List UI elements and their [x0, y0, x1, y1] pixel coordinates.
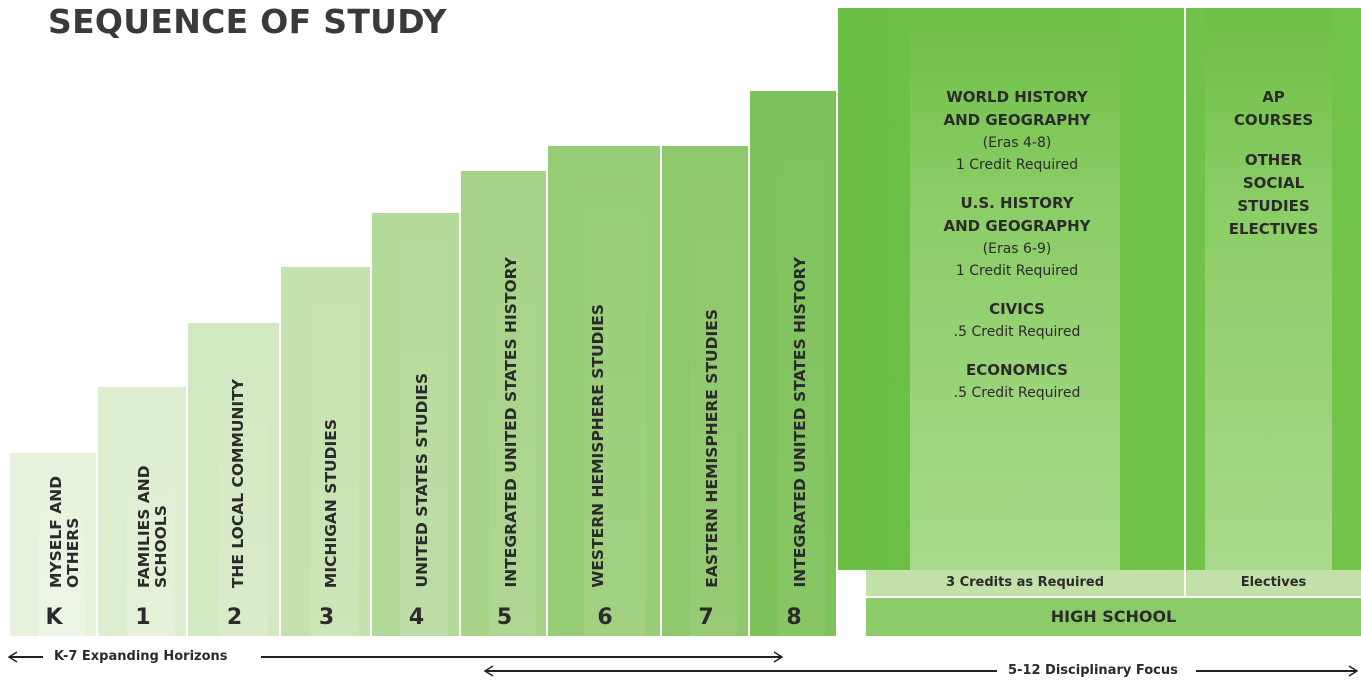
- expanding-horizons-arrow: K-7 Expanding Horizons: [8, 647, 783, 667]
- step-highlight: [218, 323, 268, 636]
- grade-step: [662, 145, 750, 636]
- step-highlight: [127, 387, 175, 636]
- grade-course-label: FAMILIES AND SCHOOLS: [135, 465, 170, 588]
- grade-number: 1: [135, 605, 151, 630]
- course-eras: (Eras 4-8): [982, 135, 1052, 151]
- electives-text: AP COURSES OTHER SOCIAL STUDIES ELECTIVE…: [1186, 86, 1361, 241]
- grade-course-label: EASTERN HEMISPHERE STUDIES: [703, 309, 721, 588]
- high-school-block: WORLD HISTORY AND GEOGRAPHY (Eras 4-8) 1…: [838, 8, 1361, 636]
- grade-course-label: WESTERN HEMISPHERE STUDIES: [589, 304, 607, 588]
- step-highlight: [489, 171, 536, 636]
- course-us-history: U.S. HISTORY AND GEOGRAPHY (Eras 6-9) 1 …: [858, 192, 1176, 282]
- course-title: AND GEOGRAPHY: [943, 111, 1091, 129]
- arrow-line: [1196, 670, 1356, 672]
- arrow-right-head: [773, 651, 783, 663]
- course-credit: .5 Credit Required: [953, 385, 1081, 401]
- grade-step: [372, 212, 461, 636]
- course-credit: .5 Credit Required: [953, 324, 1081, 340]
- step-highlight: [310, 267, 359, 636]
- step-highlight: [690, 146, 737, 636]
- grade-step: [281, 266, 372, 636]
- step-highlight: [400, 213, 448, 636]
- course-eras: (Eras 6-9): [982, 241, 1052, 257]
- arrow-right-head: [1348, 665, 1358, 677]
- grade-number: 8: [786, 605, 802, 630]
- course-title: AND GEOGRAPHY: [943, 217, 1091, 235]
- course-title: ECONOMICS: [966, 361, 1068, 379]
- step-highlight: [584, 146, 646, 636]
- grade-course-label: UNITED STATES STUDIES: [413, 373, 431, 588]
- grade-step: [10, 452, 98, 636]
- high-school-bar: HIGH SCHOOL: [866, 598, 1361, 636]
- arrow-label: K-7 Expanding Horizons: [54, 649, 228, 664]
- page-title: SEQUENCE OF STUDY: [48, 2, 447, 41]
- ap-courses-label: AP: [1262, 88, 1285, 106]
- hs-required-panel: [910, 8, 1120, 570]
- grade-step: [461, 170, 548, 636]
- course-economics: ECONOMICS .5 Credit Required: [858, 359, 1176, 404]
- course-credit: 1 Credit Required: [955, 157, 1079, 173]
- grade-number: 5: [496, 605, 513, 630]
- ap-courses-label: COURSES: [1233, 111, 1314, 129]
- disciplinary-focus-arrow: 5-12 Disciplinary Focus: [484, 661, 1358, 681]
- other-electives-label: ELECTIVES: [1228, 220, 1319, 238]
- grade-number: 3: [318, 605, 335, 630]
- grade-course-label: INTEGRATED UNITED STATES HISTORY: [502, 257, 520, 588]
- other-electives-label: SOCIAL: [1242, 174, 1305, 192]
- other-electives-label: STUDIES: [1237, 197, 1310, 215]
- arrow-label: 5-12 Disciplinary Focus: [1008, 663, 1178, 678]
- arrow-line: [9, 656, 43, 658]
- grade-course-label: THE LOCAL COMMUNITY: [229, 378, 247, 588]
- grade-step: [750, 90, 838, 636]
- course-title: U.S. HISTORY: [960, 194, 1074, 212]
- required-footer: 3 Credits as Required: [866, 570, 1184, 596]
- course-world-history: WORLD HISTORY AND GEOGRAPHY (Eras 4-8) 1…: [858, 86, 1176, 176]
- grade-course-label: MICHIGAN STUDIES: [322, 418, 340, 588]
- required-courses-text: WORLD HISTORY AND GEOGRAPHY (Eras 4-8) 1…: [858, 86, 1176, 404]
- course-civics: CIVICS .5 Credit Required: [858, 298, 1176, 343]
- hs-electives-panel: [1205, 8, 1332, 570]
- arrow-line: [485, 670, 997, 672]
- grade-number: K: [45, 605, 63, 630]
- course-title: WORLD HISTORY: [946, 88, 1088, 106]
- grade-number: 4: [408, 605, 425, 630]
- step-highlight: [778, 91, 825, 636]
- step-highlight: [38, 453, 85, 636]
- other-electives-label: OTHER: [1244, 151, 1303, 169]
- grade-number: 2: [226, 605, 243, 630]
- arrow-line: [261, 656, 781, 658]
- grade-step: [188, 322, 281, 636]
- grade-course-label: INTEGRATED UNITED STATES HISTORY: [791, 257, 809, 588]
- grade-step: [98, 386, 188, 636]
- course-title: CIVICS: [989, 300, 1045, 318]
- hs-divider: [1184, 8, 1186, 596]
- grade-course-label: MYSELF AND OTHERS: [47, 475, 82, 588]
- grade-number: 6: [597, 605, 613, 630]
- grade-number: 7: [698, 605, 714, 630]
- course-credit: 1 Credit Required: [955, 263, 1079, 279]
- grade-step: [548, 145, 662, 636]
- electives-footer: Electives: [1186, 570, 1361, 596]
